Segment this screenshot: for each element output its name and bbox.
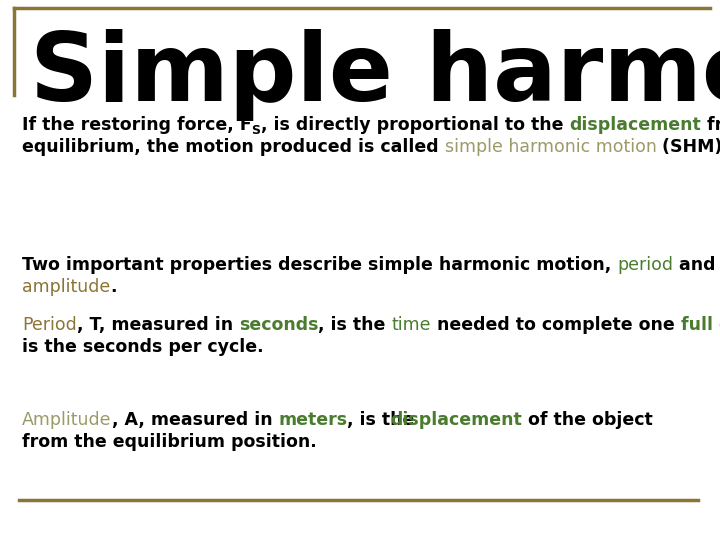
Text: time: time	[392, 316, 431, 334]
Text: , T, measured in: , T, measured in	[77, 316, 239, 334]
Text: meters: meters	[278, 411, 347, 429]
Text: of the object: of the object	[522, 411, 652, 429]
Text: seconds: seconds	[239, 316, 318, 334]
Text: Period: Period	[22, 316, 77, 334]
Text: displacement: displacement	[390, 411, 522, 429]
Text: (SHM).: (SHM).	[657, 138, 720, 156]
Text: displacement: displacement	[569, 116, 701, 134]
Text: .: .	[110, 278, 117, 296]
Text: Simple harmonic m: Simple harmonic m	[30, 29, 720, 121]
Text: If the restoring force, F: If the restoring force, F	[22, 116, 251, 134]
Text: simple harmonic motion: simple harmonic motion	[445, 138, 657, 156]
Text: S: S	[251, 124, 261, 137]
Text: from: from	[701, 116, 720, 134]
Text: , A, measured in: , A, measured in	[112, 411, 278, 429]
Text: from the equilibrium position.: from the equilibrium position.	[22, 433, 317, 451]
Text: period: period	[617, 256, 673, 274]
Text: and: and	[673, 256, 716, 274]
Text: , is the: , is the	[318, 316, 392, 334]
Text: full cycle: full cycle	[681, 316, 720, 334]
Text: , is the: , is the	[347, 411, 415, 429]
Text: amplitude: amplitude	[22, 278, 110, 296]
Text: Amplitude: Amplitude	[22, 411, 112, 429]
Text: needed to complete one: needed to complete one	[431, 316, 681, 334]
Text: is the seconds per cycle.: is the seconds per cycle.	[22, 338, 264, 356]
Text: equilibrium, the motion produced is called: equilibrium, the motion produced is call…	[22, 138, 445, 156]
Text: , is directly proportional to the: , is directly proportional to the	[261, 116, 569, 134]
Text: Two important properties describe simple harmonic motion,: Two important properties describe simple…	[22, 256, 617, 274]
